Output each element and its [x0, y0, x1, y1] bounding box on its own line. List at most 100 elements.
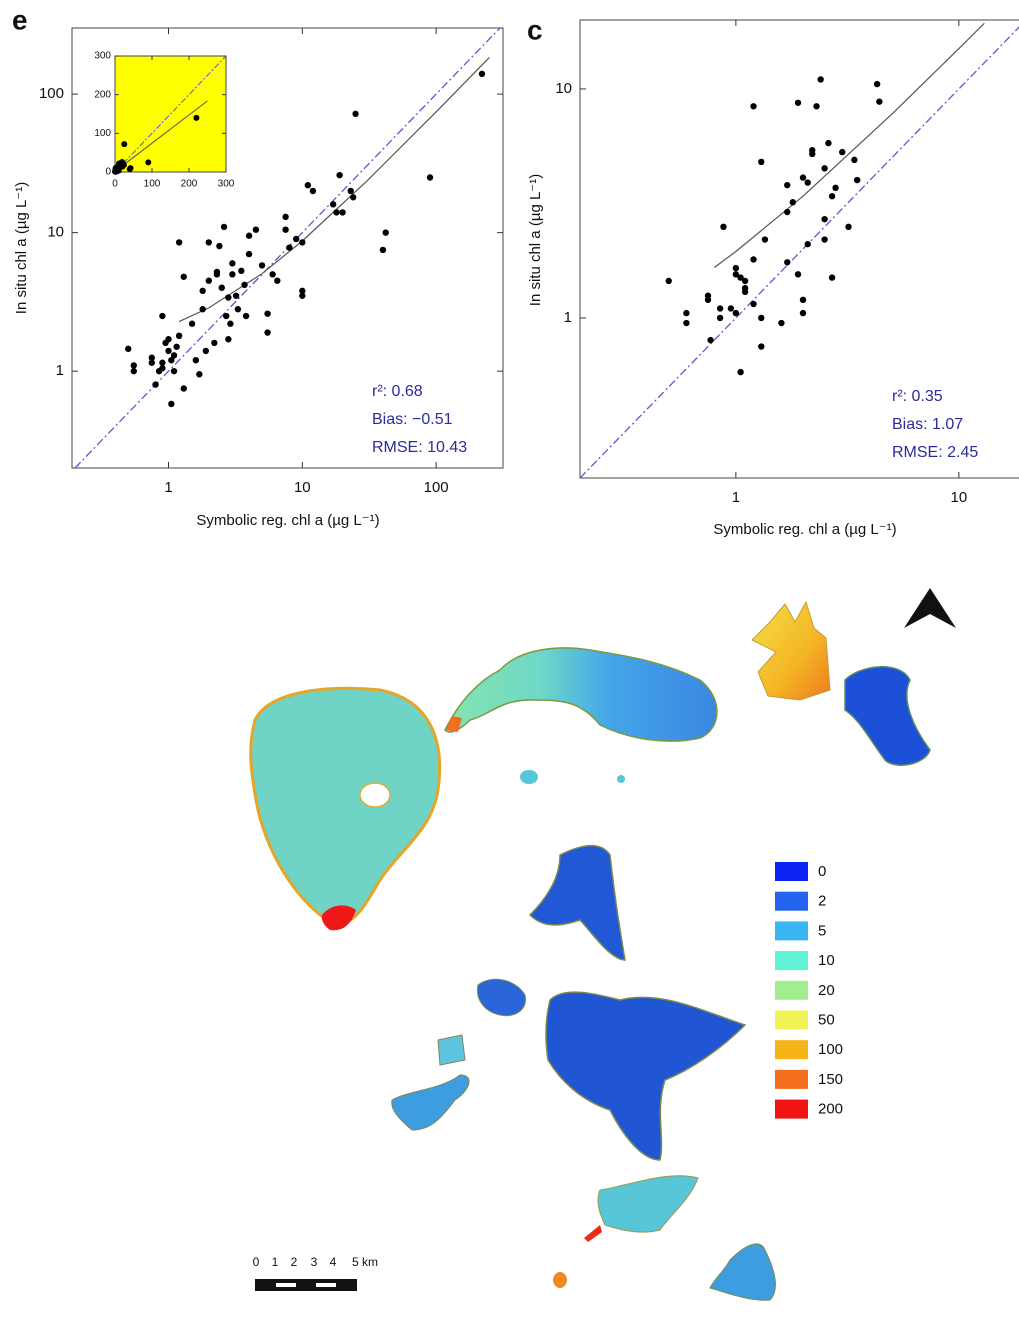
data-point — [216, 242, 223, 250]
legend-label: 200 — [818, 1101, 843, 1118]
data-point — [817, 76, 824, 83]
data-point — [299, 292, 306, 299]
data-point — [159, 312, 166, 320]
lake — [844, 666, 931, 766]
inset-one-to-one-line — [114, 55, 227, 173]
data-point — [761, 236, 769, 243]
data-point — [232, 292, 240, 299]
scale-bar-segment — [276, 1283, 296, 1287]
data-point — [707, 336, 714, 344]
x-tick-label: 1 — [164, 479, 172, 496]
data-point — [225, 336, 232, 343]
stat-label: Bias: 1.07 — [892, 416, 963, 433]
data-point — [148, 359, 155, 366]
data-point — [821, 165, 828, 172]
y-axis-label: In situ chl a (µg L⁻¹) — [527, 174, 544, 306]
data-point — [665, 277, 672, 285]
inset-data-point — [121, 141, 128, 148]
y-axis-label: In situ chl a (µg L⁻¹) — [13, 182, 30, 314]
inset-data-point — [145, 159, 152, 166]
data-point — [809, 147, 816, 154]
data-point — [352, 110, 359, 118]
lake — [476, 978, 526, 1017]
lake — [520, 770, 538, 784]
legend-label: 0 — [818, 863, 826, 880]
data-point — [741, 277, 749, 285]
data-point — [125, 345, 132, 353]
data-point — [799, 296, 807, 304]
data-point — [258, 262, 266, 269]
data-point — [851, 156, 858, 164]
stat-label: r²: 0.35 — [892, 388, 943, 405]
data-point — [264, 329, 271, 336]
lake-map — [249, 588, 956, 1301]
legend-swatch — [775, 1069, 808, 1089]
data-point — [794, 99, 802, 106]
data-point — [784, 208, 791, 216]
data-point — [152, 381, 159, 388]
data-point — [821, 215, 828, 223]
data-point — [205, 277, 212, 284]
data-point — [799, 174, 807, 181]
data-point — [225, 294, 232, 301]
data-point — [720, 223, 727, 231]
data-point — [168, 400, 175, 408]
data-point — [828, 274, 836, 281]
data-point — [269, 271, 276, 278]
data-point — [299, 287, 306, 295]
legend-label: 50 — [818, 1011, 835, 1028]
lake — [597, 1175, 699, 1233]
data-point — [873, 80, 881, 88]
data-point — [238, 267, 245, 275]
lake-patch — [321, 905, 356, 931]
data-point — [683, 319, 690, 327]
legend-swatch — [775, 921, 808, 941]
legend-swatch — [775, 1010, 808, 1030]
x-tick-label: 200 — [181, 179, 198, 190]
data-point — [758, 343, 765, 350]
data-point — [339, 209, 346, 216]
stat-label: Bias: −0.51 — [372, 411, 453, 428]
lake-patch — [446, 716, 462, 732]
one-to-one-line — [579, 26, 1019, 479]
panel-label: e — [12, 4, 28, 35]
data-point — [778, 319, 785, 327]
lake — [709, 1243, 776, 1301]
data-point — [293, 235, 300, 243]
data-point — [264, 310, 271, 317]
y-tick-label: 0 — [105, 167, 111, 178]
data-point — [245, 250, 253, 258]
scale-bar-segment — [316, 1283, 336, 1287]
data-point — [784, 181, 791, 189]
stat-label: RMSE: 2.45 — [892, 444, 978, 461]
legend-swatch — [775, 862, 808, 881]
data-point — [732, 271, 740, 278]
stat-label: r²: 0.68 — [372, 383, 423, 400]
x-axis-label: Symbolic reg. chl a (µg L⁻¹) — [713, 521, 896, 538]
data-point — [220, 223, 228, 231]
data-point — [794, 271, 802, 278]
legend-label: 100 — [818, 1041, 843, 1058]
y-tick-label: 1 — [564, 309, 572, 326]
data-point — [347, 187, 354, 195]
data-point — [130, 362, 137, 369]
data-point — [199, 287, 206, 295]
data-point — [382, 229, 389, 236]
lake — [249, 686, 442, 927]
data-point — [333, 209, 340, 216]
data-point — [173, 343, 180, 350]
data-point — [845, 223, 852, 231]
legend-swatch — [775, 891, 808, 911]
data-point — [799, 309, 807, 317]
data-point — [130, 367, 137, 375]
data-point — [199, 306, 206, 313]
panel-label: c — [527, 14, 543, 45]
data-point — [804, 240, 811, 248]
data-point — [750, 300, 757, 308]
x-tick-label: 0 — [112, 179, 118, 190]
data-point — [196, 371, 203, 378]
data-point — [170, 352, 178, 359]
plot-frame — [579, 19, 1019, 479]
data-point — [282, 213, 289, 221]
data-point — [274, 277, 281, 284]
